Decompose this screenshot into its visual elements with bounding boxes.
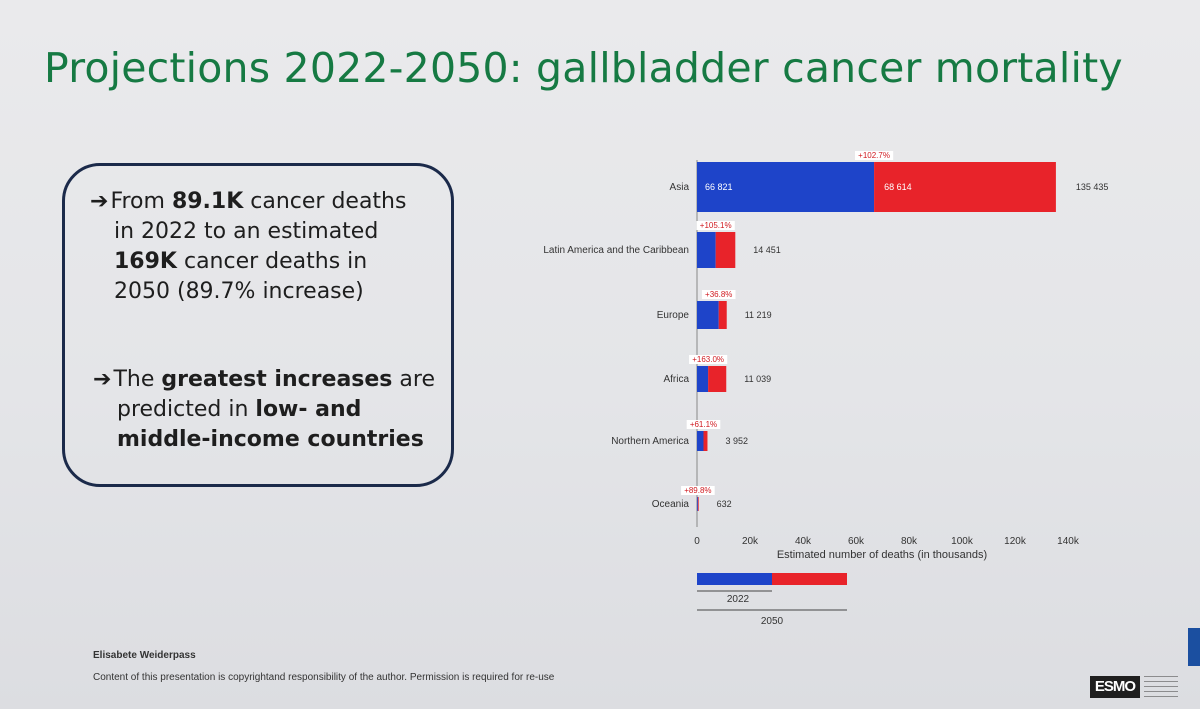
side-tab <box>1188 628 1200 666</box>
change-label-chip <box>686 420 721 429</box>
category-label: Northern America <box>611 436 689 447</box>
category-label: Africa <box>663 374 689 385</box>
change-label-chip <box>689 355 728 364</box>
bullet-text: 2050 (89.7% increase) <box>114 279 364 304</box>
change-label-chip <box>696 221 735 230</box>
footer-copyright: Content of this presentation is copyrigh… <box>93 672 555 683</box>
category-label: Oceania <box>652 499 690 510</box>
x-tick-label: 80k <box>901 536 918 547</box>
bar-2022 <box>697 301 719 329</box>
esmo-logo: ESMO <box>1090 676 1140 698</box>
category-label: Europe <box>657 310 690 321</box>
bar-2050 <box>718 301 727 329</box>
logo-tagline-graphic <box>1144 676 1178 698</box>
bar-2050 <box>715 232 736 268</box>
x-axis-title: Estimated number of deaths (in thousands… <box>777 549 987 561</box>
change-label: +89.8% <box>684 486 711 495</box>
x-tick-label: 0 <box>694 536 700 547</box>
bar-2050 <box>697 497 699 511</box>
callout-box <box>62 163 454 487</box>
bar-2022 <box>697 431 704 451</box>
bullet-text: are <box>392 367 435 392</box>
category-label: Latin America and the Caribbean <box>543 245 689 256</box>
bullet-text: The <box>113 367 162 392</box>
bullet-bold: low- and <box>255 397 362 422</box>
bullet-deaths-increase: ➔From 89.1K cancer deaths in 2022 to an … <box>90 187 460 307</box>
change-label: +61.1% <box>690 420 717 429</box>
bar-2022 <box>697 232 716 268</box>
x-tick-label: 120k <box>1004 536 1027 547</box>
bullet-text: cancer deaths <box>243 189 407 214</box>
change-label: +163.0% <box>692 355 724 364</box>
bar-2050 <box>874 162 1056 212</box>
x-tick-label: 40k <box>795 536 812 547</box>
bar-2022 <box>697 366 709 392</box>
total-label: 3 952 <box>725 436 748 446</box>
change-label-chip <box>681 486 715 495</box>
arrow-icon: ➔ <box>93 367 112 392</box>
bullet-text: predicted in <box>117 397 256 422</box>
inbar-label-2022: 66 821 <box>705 182 733 192</box>
x-tick-label: 60k <box>848 536 865 547</box>
legend-swatch-2050 <box>772 573 847 585</box>
bullet-text: in 2022 to an estimated <box>114 219 379 244</box>
bullet-text: cancer deaths in <box>176 249 368 274</box>
arrow-icon: ➔ <box>90 189 109 214</box>
inbar-label-2050: 68 614 <box>884 182 912 192</box>
bullet-greatest-increases: ➔The greatest increases are predicted in… <box>93 365 463 455</box>
total-label: 632 <box>717 499 732 509</box>
legend-swatch-2022 <box>697 573 772 585</box>
change-label: +36.8% <box>705 290 732 299</box>
category-label: Asia <box>670 182 690 193</box>
total-label: 135 435 <box>1076 182 1109 192</box>
change-label: +102.7% <box>858 151 890 160</box>
x-tick-label: 20k <box>742 536 759 547</box>
footer-author: Elisabete Weiderpass <box>93 650 196 661</box>
legend-label-2050: 2050 <box>761 616 784 627</box>
bullet-text: From <box>110 189 172 214</box>
total-label: 11 039 <box>744 374 771 384</box>
total-label: 11 219 <box>745 310 772 320</box>
bar-2022 <box>697 497 698 511</box>
change-label-chip <box>701 290 736 299</box>
bar-2050 <box>708 366 727 392</box>
bullet-bold: 89.1K <box>171 189 244 214</box>
change-label: +105.1% <box>700 221 732 230</box>
x-tick-label: 140k <box>1057 536 1080 547</box>
legend-label-2022: 2022 <box>727 594 750 605</box>
bullet-bold: 169K <box>114 249 177 274</box>
change-label-chip <box>854 151 894 160</box>
bar-2050 <box>703 431 708 451</box>
slide-title: Projections 2022-2050: gallbladder cance… <box>44 44 1123 92</box>
total-label: 14 451 <box>753 245 781 255</box>
bar-2022 <box>697 162 875 212</box>
x-tick-label: 100k <box>951 536 974 547</box>
bullet-bold: middle-income countries <box>117 427 424 452</box>
bullet-bold: greatest increases <box>161 367 393 392</box>
